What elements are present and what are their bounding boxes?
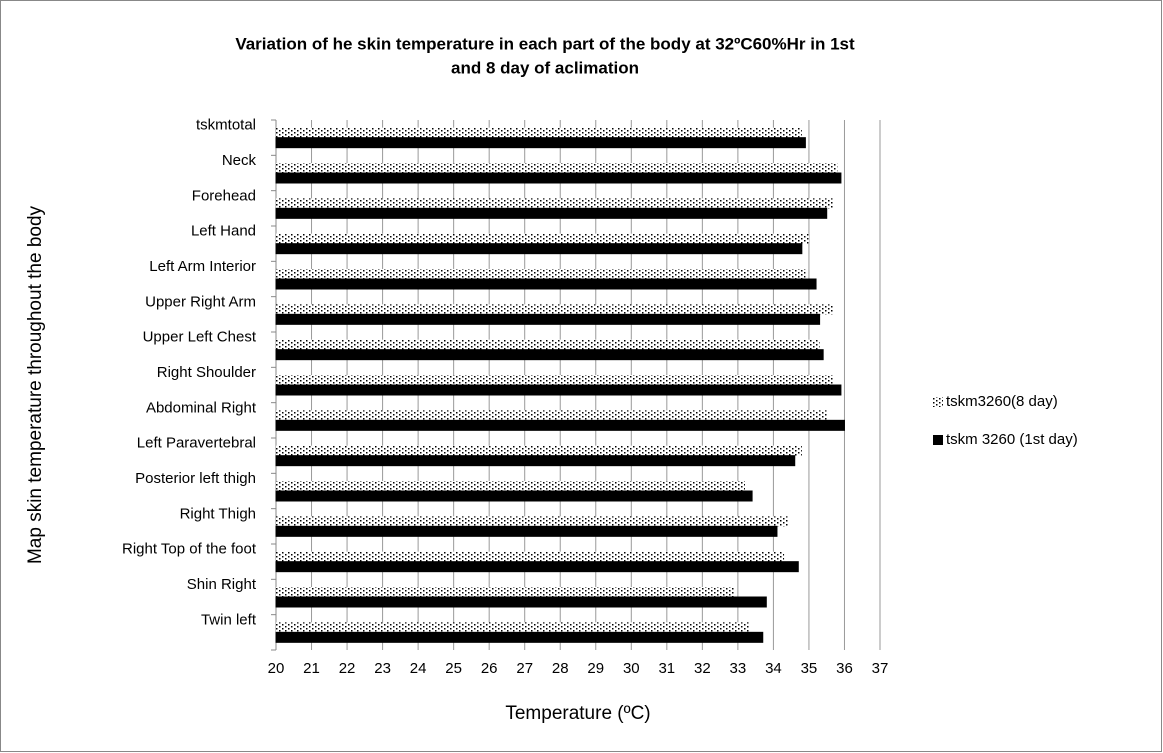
bar [275,419,845,431]
bar [276,339,820,350]
bar [275,455,796,467]
x-tick-label: 24 [410,660,427,677]
x-tick-label: 25 [445,660,462,677]
x-tick-label: 35 [801,660,818,677]
bar [275,525,778,537]
bar [276,375,834,385]
y-tick-label: Right Top of the foot [122,541,257,558]
x-tick-label: 27 [516,660,533,677]
y-tick-label: Left Paravertebral [137,435,256,452]
y-tick-label: Posterior left thigh [135,470,256,487]
x-tick-label: 28 [552,660,569,677]
bar [276,516,788,527]
y-tick-label: Left Hand [191,223,256,240]
bar [275,207,828,219]
y-tick-label: Right Shoulder [157,364,256,381]
bar [275,596,767,608]
legend-label: tskm3260(8 day) [946,393,1058,410]
bar [276,445,802,456]
y-tick-label: Abdominal Right [146,399,257,416]
legend-label: tskm 3260 (1st day) [946,431,1078,448]
x-tick-label: 29 [587,660,604,677]
x-tick-label: 34 [765,660,782,677]
x-tick-label: 31 [658,660,675,677]
y-tick-label: Right Thigh [180,505,256,522]
x-tick-label: 32 [694,660,711,677]
x-tick-label: 23 [374,660,391,677]
y-tick-label: tskmtotal [196,117,256,134]
bar [276,198,834,209]
bar [276,410,827,421]
bar [275,490,753,502]
y-tick-label: Upper Right Arm [145,293,256,310]
bar [276,233,809,244]
x-tick-label: 33 [730,660,747,677]
y-tick-label: Upper Left Chest [143,329,257,346]
x-tick-label: 21 [303,660,320,677]
bar [276,163,838,173]
bar [276,481,745,491]
y-tick-label: Neck [222,152,257,169]
bar [275,243,803,255]
bar [275,137,806,149]
y-tick-label: Left Arm Interior [149,258,256,275]
chart-title: Variation of he skin temperature in each… [235,34,855,53]
bar [275,631,764,643]
bar [275,384,842,396]
y-axis-title: Map skin temperature throughout the body [25,205,46,564]
legend-swatch [933,397,943,407]
bar [276,622,749,633]
bar [276,551,785,562]
bar [276,269,806,279]
bar [276,304,834,315]
bar [276,127,802,138]
bar [275,278,817,290]
x-tick-label: 37 [872,660,889,677]
x-tick-label: 26 [481,660,498,677]
legend-swatch [933,435,943,445]
bar [275,561,799,573]
bar [276,587,735,597]
y-tick-label: Forehead [192,187,256,204]
x-tick-label: 36 [836,660,853,677]
bar [275,349,824,361]
chart-title: and 8 day of aclimation [451,58,639,77]
bar [275,313,821,325]
y-tick-label: Shin Right [187,576,257,593]
bar [275,172,842,184]
x-axis-title: Temperature (ºC) [505,703,650,724]
x-tick-label: 30 [623,660,640,677]
x-tick-label: 20 [268,660,285,677]
y-tick-label: Twin left [201,611,257,628]
x-tick-label: 22 [339,660,356,677]
